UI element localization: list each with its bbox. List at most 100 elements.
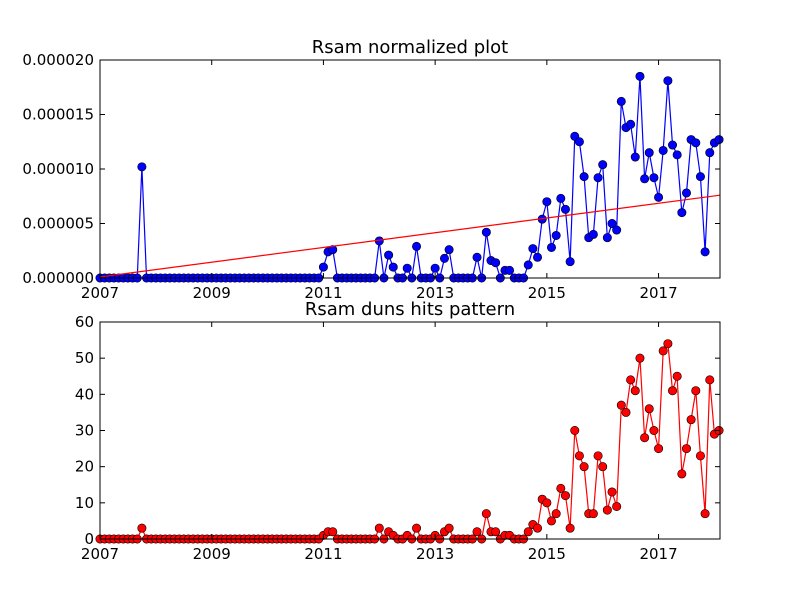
- bottom-series-0-point-121: [658, 346, 668, 356]
- top-x-tick-label: 2011: [304, 284, 342, 302]
- bottom-series-0-point-126: [681, 444, 691, 454]
- top-series-0-point-98: [551, 230, 561, 240]
- top-series-0-point-74: [439, 253, 449, 263]
- bottom-series-0-point-120: [654, 444, 664, 454]
- top-series-0-point-63: [388, 262, 398, 272]
- bottom-series-0-point-131: [705, 375, 715, 385]
- bottom-series-0-point-113: [621, 407, 631, 417]
- bottom-series-0-point-50: [328, 527, 338, 537]
- top-y-tick-label: 0.000010: [22, 160, 94, 178]
- bottom-x-tick-label: 2011: [304, 545, 342, 563]
- bottom-y-tick-label: 40: [75, 385, 94, 403]
- bottom-series-0-point-106: [588, 509, 598, 519]
- top-x-tick-label: 2015: [528, 284, 566, 302]
- top-plot-frame: [99, 59, 721, 279]
- top-series-0-point-83: [481, 227, 491, 237]
- bottom-y-tick-label: 50: [75, 349, 94, 367]
- top-series-0-point-124: [672, 150, 682, 160]
- top-series-0-point-131: [705, 148, 715, 158]
- bottom-series-0-point-83: [481, 509, 491, 519]
- bottom-series-0-point-118: [644, 404, 654, 414]
- top-series-0-point-109: [602, 233, 612, 243]
- bottom-series-0-point-92: [523, 527, 533, 537]
- top-series-0-point-106: [588, 229, 598, 239]
- top-series-0-point-66: [402, 263, 412, 273]
- bottom-y-tick-label: 10: [75, 494, 94, 512]
- top-series-0-point-50: [328, 245, 338, 255]
- top-x-tick-label: 2013: [416, 284, 454, 302]
- top-series-0-point-97: [546, 242, 556, 252]
- bottom-series-0-point-117: [640, 433, 650, 443]
- bottom-series-0-point-127: [686, 415, 696, 425]
- bottom-series-0-point-112: [616, 400, 626, 410]
- top-series-0-line: [100, 76, 720, 281]
- bottom-series-0-point-9: [137, 523, 147, 533]
- top-chart-title: Rsam normalized plot: [312, 37, 508, 58]
- top-x-tick-label: 2007: [81, 284, 119, 302]
- bottom-series-0-point-103: [574, 451, 584, 461]
- bottom-series-0-point-119: [649, 425, 659, 435]
- top-series-0-point-133: [714, 135, 724, 145]
- top-series-0-point-108: [598, 160, 608, 170]
- top-series-0-point-130: [700, 247, 710, 257]
- bottom-chart-title: Rsam duns hits pattern: [305, 299, 515, 320]
- top-series-0-point-122: [663, 76, 673, 86]
- bottom-series-0-point-107: [593, 451, 603, 461]
- bottom-series-0-point-75: [444, 523, 454, 533]
- top-series-0-point-126: [681, 188, 691, 198]
- bottom-series-0-point-104: [579, 462, 589, 472]
- bottom-series-0-point-130: [700, 509, 710, 519]
- top-chart: Rsam normalized plot 2007 2009 2011 2013 201…: [22, 37, 724, 302]
- top-y-tick-label: 0.000000: [22, 269, 94, 287]
- top-series-0-point-62: [384, 250, 394, 260]
- bottom-series-0-point-81: [472, 527, 482, 537]
- top-series-0-point-128: [691, 138, 701, 148]
- bottom-series-0-point-101: [565, 523, 575, 533]
- bottom-series-0-point-128: [691, 386, 701, 396]
- bottom-series-0-point-122: [663, 339, 673, 349]
- bottom-series-0-point-108: [598, 462, 608, 472]
- bottom-series-0-point-123: [668, 386, 678, 396]
- bottom-y-tick-label: 0: [84, 530, 94, 548]
- top-series-0-point-110: [607, 219, 617, 229]
- top-series-0-point-117: [640, 174, 650, 184]
- top-series-0-point-112: [616, 96, 626, 106]
- bottom-series-0-point-129: [695, 451, 705, 461]
- top-series-0-point-101: [565, 257, 575, 267]
- top-series-0-point-103: [574, 137, 584, 147]
- top-series-0-point-96: [542, 197, 552, 207]
- top-series-0-point-68: [412, 241, 422, 251]
- bottom-x-tick-label: 2013: [416, 545, 454, 563]
- bottom-series-0-point-114: [626, 375, 636, 385]
- top-x-tick-label: 2009: [193, 284, 231, 302]
- top-series-0-point-48: [318, 262, 328, 272]
- top-series-0-point-116: [635, 71, 645, 81]
- bottom-series-0-point-125: [677, 469, 687, 479]
- top-series-0-point-120: [654, 192, 664, 202]
- top-series-0-point-104: [579, 172, 589, 182]
- top-series-0-point-115: [630, 152, 640, 162]
- bottom-series-0-point-115: [630, 386, 640, 396]
- top-y-tick-label: 0.000005: [22, 215, 94, 233]
- bottom-series-0-point-99: [556, 483, 566, 493]
- top-series-0-point-81: [472, 252, 482, 262]
- bottom-series-0-point-94: [533, 523, 543, 533]
- top-y-tick-label: 0.000020: [22, 51, 94, 69]
- top-series-0-point-72: [430, 263, 440, 273]
- bottom-x-tick-label: 2007: [81, 545, 119, 563]
- bottom-series-0-point-68: [412, 523, 422, 533]
- bottom-series-0-point-100: [560, 491, 570, 501]
- top-series-0-point-125: [677, 208, 687, 218]
- top-series-0-point-111: [612, 225, 622, 235]
- top-series-0-point-123: [668, 140, 678, 150]
- top-series-0-point-9: [137, 162, 147, 172]
- top-series-0-point-114: [626, 119, 636, 129]
- top-series-0-point-92: [523, 260, 533, 270]
- top-series-0-point-94: [533, 252, 543, 262]
- top-series-0-point-99: [556, 193, 566, 203]
- bottom-series-0-point-85: [491, 527, 501, 537]
- top-series-0-point-100: [560, 204, 570, 214]
- bottom-series-0-point-109: [602, 505, 612, 515]
- top-series-0-point-107: [593, 173, 603, 183]
- bottom-plot-frame: [99, 321, 721, 540]
